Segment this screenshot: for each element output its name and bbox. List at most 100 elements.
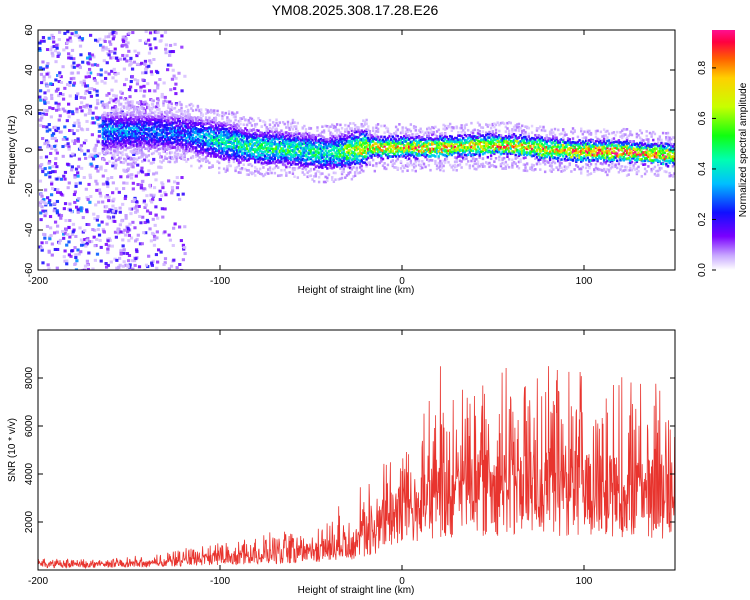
- spectrogram-cell: [121, 134, 124, 138]
- spectrogram-cell: [389, 133, 393, 136]
- spectrogram-cell: [249, 149, 252, 153]
- spectrogram-cell: [119, 139, 123, 143]
- spectrogram-cell: [44, 139, 49, 143]
- spectrogram-cell: [56, 51, 60, 55]
- spectrogram-cell: [96, 215, 100, 219]
- spectrogram-cell: [66, 38, 70, 42]
- spectrogram-cell: [311, 136, 314, 139]
- spectrogram-cell: [82, 96, 87, 100]
- spectrogram-cell: [198, 116, 201, 119]
- spectrogram-cell: [131, 220, 135, 224]
- spectrogram-cell: [258, 141, 262, 145]
- spectrogram-cell: [226, 165, 229, 168]
- spectrogram-cell: [272, 161, 275, 165]
- spectrogram-cell: [414, 129, 417, 132]
- spectrogram-cell: [173, 151, 177, 155]
- spectrogram-cell: [92, 55, 96, 59]
- spectrogram-cell: [106, 102, 110, 105]
- spectrogram-cell: [173, 222, 177, 226]
- spectrogram-cell: [380, 158, 383, 162]
- spectrogram-cell: [81, 216, 85, 220]
- spectrogram-cell: [49, 203, 53, 207]
- spectrogram-cell: [457, 163, 460, 167]
- spectrogram-cell: [119, 132, 123, 136]
- spectrogram-cell: [360, 152, 363, 155]
- spectrogram-cell: [242, 129, 245, 133]
- spectrogram-cell: [139, 186, 143, 190]
- spectrogram-cell: [50, 93, 54, 97]
- spectrogram-cell: [72, 61, 76, 65]
- spectrogram-cell: [316, 146, 319, 149]
- spectrogram-cell: [232, 132, 236, 136]
- spectrogram-cell: [129, 133, 132, 136]
- spectrogram-cell: [362, 132, 365, 136]
- spectrogram-cell: [226, 141, 229, 144]
- spectrogram-cell: [147, 121, 150, 125]
- spectrogram-cell: [77, 121, 81, 125]
- spectrogram-cell: [195, 131, 198, 135]
- spectrogram-cell: [353, 152, 357, 156]
- spectrogram-cell: [345, 139, 349, 143]
- spectrogram-cell: [347, 156, 350, 160]
- spectrogram-cell: [168, 50, 172, 54]
- spectrogram-cell: [206, 121, 209, 125]
- spectrogram-cell: [116, 112, 119, 115]
- spectrogram-cell: [152, 130, 155, 133]
- spectrogram-cell: [466, 153, 470, 157]
- spectrogram-cell: [130, 74, 135, 78]
- spectrogram-cell: [139, 100, 143, 104]
- spectrogram-cell: [71, 112, 75, 116]
- spectrogram-cell: [160, 92, 164, 96]
- spectrogram-cell: [409, 136, 413, 140]
- spectrogram-cell: [414, 133, 417, 136]
- spectrogram-cell: [448, 140, 452, 144]
- spectrogram-cell: [439, 147, 442, 151]
- spectrogram-cell: [291, 145, 295, 149]
- spectrogram-cell: [309, 155, 313, 159]
- spectrogram-cell: [131, 151, 134, 154]
- spectrogram-cell: [133, 263, 137, 267]
- spectrogram-cell: [70, 32, 74, 36]
- spectrogram-cell: [193, 151, 196, 154]
- spectrogram-cell: [106, 123, 110, 127]
- spectrogram-cell: [265, 130, 268, 134]
- spectrogram-cell: [342, 148, 345, 151]
- spectrogram-cell: [158, 189, 162, 193]
- spectrogram-cell: [44, 112, 49, 116]
- spectrogram-cell: [244, 152, 247, 155]
- spectrogram-cell: [388, 142, 391, 146]
- spectrogram-cell: [411, 150, 414, 154]
- spectrogram-cell: [116, 99, 121, 103]
- spectrogram-cell: [75, 107, 79, 111]
- spectrogram-cell: [313, 154, 316, 157]
- spectrogram-cell: [76, 198, 80, 202]
- spectrogram-cell: [316, 133, 319, 137]
- spectrogram-cell: [329, 140, 332, 144]
- spectrogram-cell: [334, 171, 337, 175]
- spectrogram-cell: [478, 124, 481, 127]
- spectrogram-cell: [160, 131, 164, 135]
- spectrogram-cell: [126, 113, 129, 116]
- spectrogram-cell: [262, 162, 265, 165]
- spectrogram-cell: [332, 140, 336, 144]
- spectrogram-cell: [412, 155, 416, 158]
- spectrogram-cell: [245, 134, 249, 138]
- spectrogram-cell: [147, 146, 150, 149]
- spectrogram-cell: [236, 139, 239, 142]
- spectrogram-cell: [190, 102, 193, 106]
- spectrogram-cell: [193, 141, 196, 144]
- spectrogram-cell: [319, 137, 322, 141]
- spectrogram-cell: [175, 115, 178, 119]
- spectrogram-cell: [473, 135, 476, 138]
- spectrogram-cell: [242, 151, 245, 155]
- spectrogram-cell: [285, 158, 288, 161]
- spectrogram-cell: [242, 136, 245, 140]
- spectrogram-cell: [234, 130, 237, 134]
- spectrogram-cell: [317, 175, 321, 179]
- spectrogram-cell: [84, 84, 88, 88]
- spectrogram-cell: [337, 148, 340, 152]
- spectrogram-cell: [363, 139, 367, 142]
- spectrogram-cell: [319, 152, 322, 155]
- spectrogram-cell: [267, 156, 270, 160]
- spectrogram-cell: [42, 75, 46, 79]
